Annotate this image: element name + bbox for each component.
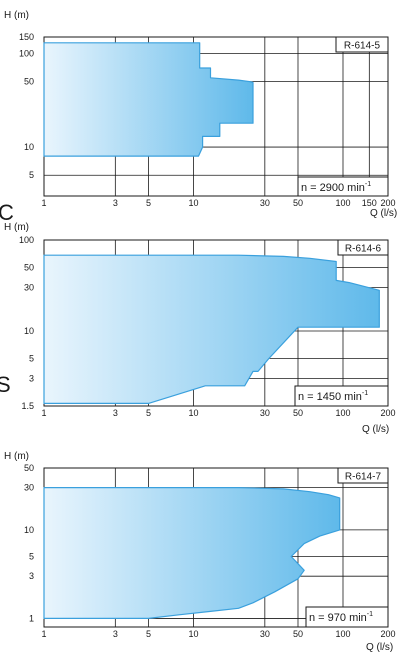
chart-2-y-tick-label: 5 <box>29 353 34 363</box>
chart-1-y-tick-label: 150 <box>19 32 34 42</box>
chart-3-x-ticks: 1 3 5 10 30 50 100 200 <box>41 629 395 639</box>
chart-3-y-ticks: 1 3 5 10 30 50 <box>24 463 34 623</box>
chart-3-x-tick-label: 10 <box>188 629 198 639</box>
chart-2-code-box <box>337 239 389 256</box>
chart-1-x-tick-label: 200 <box>380 198 395 208</box>
chart-1-x-tick-label: 30 <box>260 198 270 208</box>
chart-2-y-tick-label: 1.5 <box>21 401 34 411</box>
stray-letter-s: S <box>0 372 11 397</box>
chart-2-x-tick-label: 3 <box>113 408 118 418</box>
chart-3-x-tick-label: 30 <box>260 629 270 639</box>
chart-3-speed-box <box>305 606 389 628</box>
chart-1-code-box <box>335 36 389 53</box>
chart-1-ylabel: H (m) <box>4 10 29 21</box>
chart-3-y-tick-label: 5 <box>29 552 34 562</box>
chart-3-xlabel: Q (l/s) <box>366 642 393 653</box>
chart-1-xlabel: Q (l/s) <box>370 208 397 219</box>
chart-2-y-tick-label: 50 <box>24 262 34 272</box>
chart-1-code: R-614-5 <box>344 41 381 52</box>
chart-1-x-tick-label: 50 <box>293 198 303 208</box>
chart-2-x-tick-label: 1 <box>41 408 46 418</box>
chart-3-x-tick-label: 200 <box>380 629 395 639</box>
chart-2-y-ticks: 1.5 3 5 10 30 50 100 <box>19 235 34 411</box>
chart-2-x-tick-label: 5 <box>146 408 151 418</box>
chart-2-y-tick-label: 100 <box>19 235 34 245</box>
chart-2-x-tick-label: 30 <box>260 408 270 418</box>
chart-1-speed-text: n = 2900 min <box>301 182 365 194</box>
chart-1-y-tick-label: 100 <box>19 48 34 58</box>
chart-2-code: R-614-6 <box>345 244 382 255</box>
chart-1-x-tick-label: 5 <box>146 198 151 208</box>
chart-2-x-tick-label: 50 <box>293 408 303 418</box>
chart-1-y-tick-label: 10 <box>24 142 34 152</box>
chart-2-speed-text: n = 1450 min <box>298 391 362 403</box>
stray-letter-c: C <box>0 200 14 225</box>
chart-1-speed-box <box>297 176 389 197</box>
chart-3-y-tick-label: 1 <box>29 613 34 623</box>
chart-3-x-tick-label: 100 <box>335 629 350 639</box>
chart-2-speed-exponent: -1 <box>362 390 368 397</box>
chart-2-y-tick-label: 10 <box>24 326 34 336</box>
chart-1-y-ticks: 5 10 50 100 150 <box>19 32 34 180</box>
chart-1-speed-exponent: -1 <box>365 181 371 188</box>
chart-3-x-tick-label: 3 <box>113 629 118 639</box>
chart-1-speed: n = 2900 min-1 <box>301 181 371 194</box>
chart-panel-2: H (m) 1 3 5 10 30 50 100 200 1.5 3 5 10 30 50 100 R-6… <box>4 222 396 435</box>
chart-3-y-tick-label: 50 <box>24 463 34 473</box>
chart-3-speed: n = 970 min-1 <box>309 611 373 624</box>
chart-3-speed-text: n = 970 min <box>309 612 367 624</box>
chart-1-x-tick-label: 150 <box>362 198 377 208</box>
chart-2-x-tick-label: 100 <box>335 408 350 418</box>
chart-1-x-ticks: 1 3 5 10 30 50 100 150 200 <box>41 198 395 208</box>
chart-3-ylabel: H (m) <box>4 451 29 462</box>
chart-3-x-tick-label: 1 <box>41 629 46 639</box>
chart-2-xlabel: Q (l/s) <box>362 424 389 435</box>
chart-1-x-tick-label: 100 <box>335 198 350 208</box>
chart-1-y-tick-label: 5 <box>29 170 34 180</box>
chart-1-x-tick-label: 10 <box>188 198 198 208</box>
chart-2-x-ticks: 1 3 5 10 30 50 100 200 <box>41 408 395 418</box>
chart-2-y-tick-label: 3 <box>29 374 34 384</box>
chart-3-y-tick-label: 30 <box>24 483 34 493</box>
chart-3-x-tick-label: 50 <box>293 629 303 639</box>
chart-3-envelope-area <box>43 487 341 619</box>
chart-2-envelope-area <box>43 254 380 404</box>
chart-3-code-box <box>337 467 389 484</box>
chart-1-y-tick-label: 50 <box>24 77 34 87</box>
chart-1-x-tick-label: 3 <box>113 198 118 208</box>
chart-3-code: R-614-7 <box>345 472 382 483</box>
chart-2-y-tick-label: 30 <box>24 283 34 293</box>
chart-3-speed-exponent: -1 <box>367 611 373 618</box>
chart-2-x-tick-label: 200 <box>380 408 395 418</box>
chart-2-ylabel: H (m) <box>4 222 29 233</box>
chart-2-speed-box <box>294 385 389 407</box>
chart-1-x-tick-label: 1 <box>41 198 46 208</box>
chart-1-envelope-area <box>43 42 254 157</box>
chart-2-x-tick-label: 10 <box>188 408 198 418</box>
chart-3-x-tick-label: 5 <box>146 629 151 639</box>
chart-3-y-tick-label: 3 <box>29 571 34 581</box>
chart-2-speed: n = 1450 min-1 <box>298 390 368 403</box>
chart-3-y-tick-label: 10 <box>24 525 34 535</box>
